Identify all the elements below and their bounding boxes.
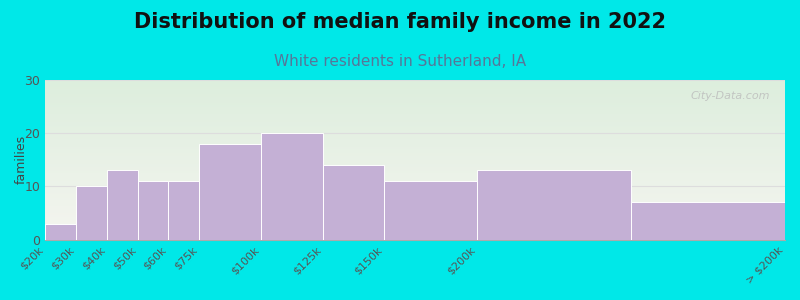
Bar bbox=[168, 181, 199, 240]
Bar bbox=[138, 181, 168, 240]
Bar bbox=[384, 181, 477, 240]
Text: Distribution of median family income in 2022: Distribution of median family income in … bbox=[134, 12, 666, 32]
Bar bbox=[322, 165, 384, 240]
Y-axis label: families: families bbox=[15, 135, 28, 184]
Bar bbox=[76, 186, 106, 240]
Bar bbox=[45, 224, 76, 240]
Bar bbox=[199, 144, 261, 240]
Text: City-Data.com: City-Data.com bbox=[690, 91, 770, 101]
Bar bbox=[477, 170, 631, 240]
Bar bbox=[261, 133, 322, 240]
Text: White residents in Sutherland, IA: White residents in Sutherland, IA bbox=[274, 54, 526, 69]
Bar bbox=[631, 202, 785, 240]
Bar bbox=[106, 170, 138, 240]
